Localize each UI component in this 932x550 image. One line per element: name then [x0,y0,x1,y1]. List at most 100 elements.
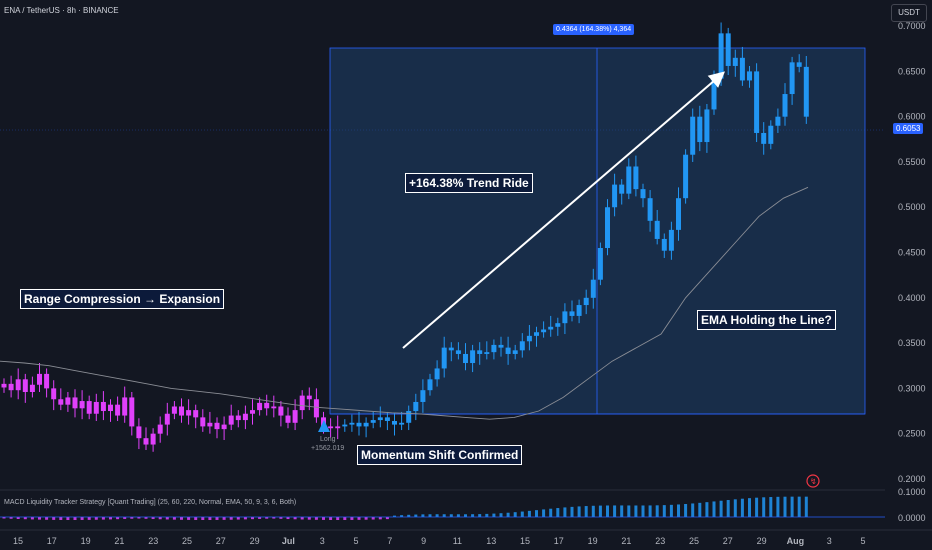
time-tick: 25 [689,536,699,546]
macd-bar [158,517,162,520]
macd-bar [748,498,751,517]
macd-bar [776,496,780,517]
price-tick: 0.3000 [898,383,926,393]
macd-bar [265,517,269,519]
macd-bar [563,507,567,517]
macd-bar [471,514,475,517]
time-tick: 23 [148,536,158,546]
macd-bar [705,502,709,517]
macd-bar [520,511,524,517]
long-signal-label: Long [320,436,336,443]
candle-body [313,399,319,418]
macd-bar [712,501,716,517]
macd-bar [577,506,581,517]
macd-bar [485,513,489,517]
candle-body [51,388,57,400]
macd-bar [662,505,666,517]
alert-icon[interactable] [806,474,820,488]
currency-selector[interactable]: USDT [891,4,927,22]
macd-bar [343,517,347,520]
candle-body [434,368,440,380]
time-tick: 29 [250,536,260,546]
macd-bar [172,517,176,520]
long-marker [318,420,330,432]
alert-glyph: ↯ [810,477,817,486]
macd-bar [59,517,63,520]
macd-bar [797,496,801,517]
macd-bar [506,512,510,517]
macd-bar [719,500,723,517]
macd-bar [499,513,503,517]
candle-body [242,413,248,421]
time-tick: 3 [827,536,832,546]
time-axis[interactable]: 15 17 19 21 23 25 27 29 Jul 3 5 7 9 11 13 15 17 19 21 23 25 2… [13,536,866,546]
candle-body [363,422,369,427]
macd-bar [549,508,553,517]
candle-body [356,422,362,427]
macd-bar [229,517,233,520]
candle-body [342,424,348,427]
candle-body [747,71,752,81]
candle-body [619,184,625,194]
candle-body [484,352,490,354]
candle-body [207,422,213,427]
macd-bar [2,517,6,519]
macd-bar [9,517,13,519]
macd-bar [371,517,375,520]
macd-bar [208,517,212,520]
macd-bar [648,505,652,517]
macd-bar [87,517,91,520]
candle-body [477,350,483,354]
candle-body [413,401,419,412]
candle-body [789,62,795,95]
macd-bar [101,517,105,520]
annotation-trend: +164.38% Trend Ride [405,173,533,193]
candle-body [406,411,412,423]
macd-bar [116,517,120,520]
candle-body [654,220,660,239]
candle-body [65,397,71,405]
macd-bar [52,517,56,520]
macd-bar [130,517,134,519]
time-tick: 19 [588,536,598,546]
macd-bar [123,517,127,519]
measure-label: 0.4364 (164.38%) 4,364 [553,24,635,35]
macd-bar [322,517,325,520]
candle-body [79,401,85,409]
candle-body [512,350,518,354]
candle-body [448,347,454,351]
macd-bar [449,514,453,517]
candle-body [583,297,589,306]
macd-bar [527,510,531,517]
candle-body [661,238,667,251]
macd-bar [769,497,773,517]
macd-bar [584,506,588,517]
macd-bar [357,517,361,520]
candle-body [306,395,312,400]
macd-bar [726,500,730,517]
macd-bar [598,505,602,517]
macd-bar [272,517,276,519]
candle-body [122,397,128,416]
candle-body [455,350,461,354]
candle-body [221,424,227,430]
candle-body [15,379,21,391]
candle-body [335,426,341,429]
candle-body [164,413,170,425]
macd-bar [414,514,418,517]
macd-bar [442,514,446,517]
time-tick: 21 [621,536,631,546]
macd-tick-top: 0.1000 [898,487,926,497]
macd-bar [393,515,396,517]
candle-body [427,379,433,391]
candle-body [93,401,99,414]
macd-bar [492,513,496,517]
candle-body [186,410,192,416]
price-tick: 0.5500 [898,157,926,167]
candle-body [235,415,241,421]
candle-body [775,116,781,126]
candle-body [200,417,206,427]
price-axis[interactable]: 0.7000 0.6500 0.6000 0.5500 0.5000 0.4500 0.40… [898,21,926,484]
price-tick: 0.6000 [898,112,926,122]
